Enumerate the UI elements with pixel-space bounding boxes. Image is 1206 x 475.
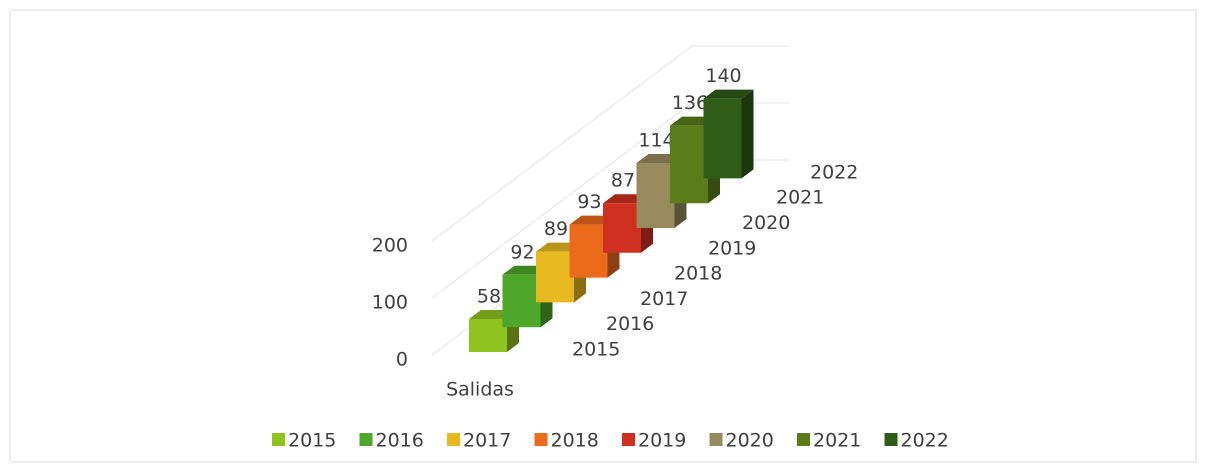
legend-label: 2017: [463, 430, 511, 452]
data-label: 140: [705, 65, 741, 87]
depth-label: 2020: [742, 212, 790, 234]
legend-label: 2018: [551, 430, 599, 452]
grid-line: [431, 102, 790, 299]
legend-label: 2015: [288, 430, 336, 452]
depth-label: 2018: [674, 263, 722, 285]
bar: [703, 89, 754, 179]
data-label: 87: [611, 170, 635, 192]
bar-top: [703, 89, 754, 99]
bar-front: [502, 274, 541, 328]
legend-swatch: [272, 433, 285, 446]
depth-label: 2017: [640, 288, 688, 310]
x-tick-label: Salidas: [446, 379, 514, 401]
legend-label: 2021: [813, 430, 861, 452]
grid-line: [431, 45, 790, 242]
bar-front: [569, 224, 608, 278]
legend-label: 2016: [376, 430, 424, 452]
data-label: 114: [638, 130, 674, 152]
legend-label: 2022: [901, 430, 949, 452]
bar-front: [603, 203, 641, 253]
data-label: 136: [672, 92, 708, 114]
legend-swatch: [797, 433, 810, 446]
depth-label: 2016: [606, 313, 654, 335]
bar-front: [636, 163, 675, 228]
y-tick-label: 100: [372, 292, 408, 314]
legend-swatch: [709, 433, 723, 446]
data-label: 89: [544, 218, 568, 240]
legend-swatch: [622, 433, 635, 446]
legend-swatch: [534, 433, 548, 446]
legend-label: 2020: [726, 430, 774, 452]
legend-swatch: [447, 433, 460, 446]
data-label: 58: [477, 285, 501, 307]
depth-label: 2019: [708, 237, 756, 259]
y-tick-label: 0: [396, 349, 408, 371]
bar-side: [741, 89, 754, 179]
depth-label: 2021: [776, 187, 824, 209]
bar-front: [536, 251, 574, 303]
legend-swatch: [884, 433, 898, 446]
legend-swatch: [359, 433, 373, 446]
bar-front: [703, 98, 742, 179]
depth-label: 2022: [810, 161, 858, 183]
bar-front: [469, 318, 507, 352]
legend-label: 2019: [638, 430, 686, 452]
bar-front: [670, 125, 708, 204]
y-tick-label: 200: [372, 235, 408, 257]
data-label: 92: [510, 241, 534, 263]
depth-label: 2015: [572, 339, 620, 361]
data-label: 93: [577, 191, 601, 213]
